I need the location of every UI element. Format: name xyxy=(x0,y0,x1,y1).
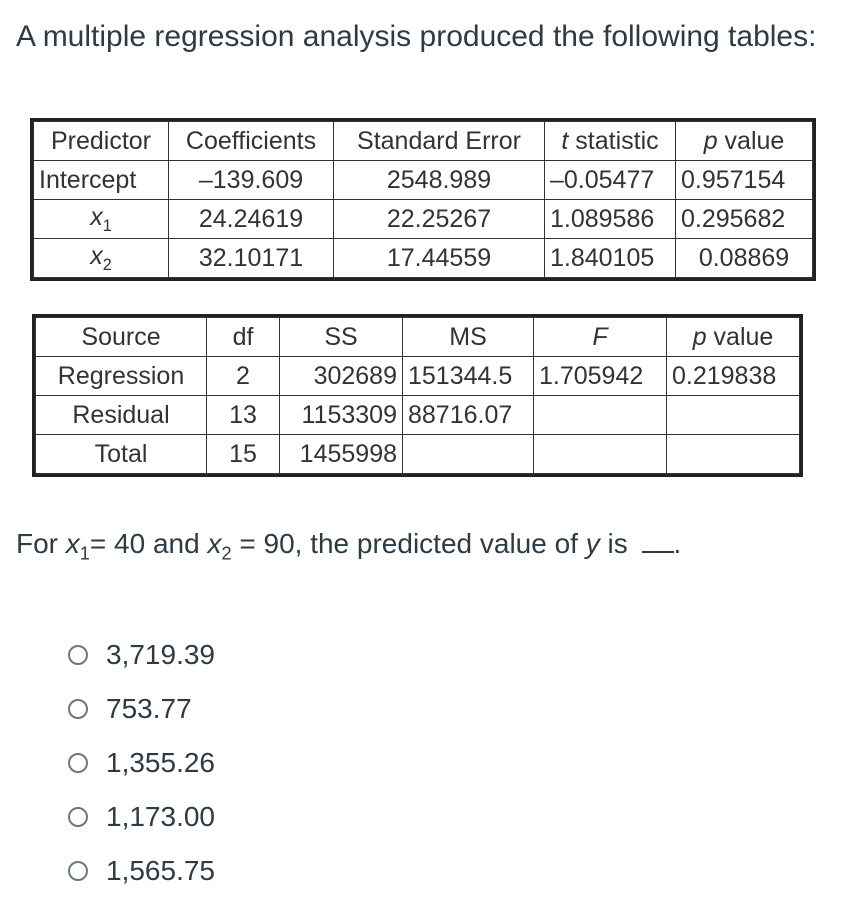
prompt-text: = 40 and xyxy=(89,528,208,559)
answer-option[interactable]: 1,565.75 xyxy=(68,844,215,898)
cell xyxy=(666,395,800,435)
table-row: Regression 2 302689 151344.5 1.705942 0.… xyxy=(35,356,800,396)
subscript: 2 xyxy=(102,255,112,274)
question-title: A multiple regression analysis produced … xyxy=(16,20,817,53)
table-row: Intercept –139.609 2548.989 –0.05477 0.9… xyxy=(33,160,813,200)
prompt-text: For xyxy=(16,528,66,559)
cell xyxy=(402,434,534,474)
cell: –0.05477 xyxy=(544,160,676,200)
prompt-text: . xyxy=(673,528,682,559)
cell: 22.25267 xyxy=(333,199,545,239)
cell: Regression xyxy=(35,356,207,396)
cell: 1.840105 xyxy=(544,238,676,278)
x-var: x xyxy=(90,202,103,231)
cell: 151344.5 xyxy=(402,356,534,396)
header-df: df xyxy=(206,317,280,357)
option-label[interactable]: 3,719.39 xyxy=(106,639,215,670)
radio-button[interactable] xyxy=(68,753,88,773)
radio-button[interactable] xyxy=(68,645,88,665)
cell: 0.219838 xyxy=(666,356,800,396)
cell xyxy=(533,434,667,474)
cell: 88716.07 xyxy=(402,395,534,435)
cell: 1153309 xyxy=(279,395,403,435)
header-source: Source xyxy=(35,317,207,357)
header-coefficients: Coefficients xyxy=(168,121,334,161)
radio-button[interactable] xyxy=(68,699,88,719)
answer-option[interactable]: 753.77 xyxy=(68,682,215,736)
table-header-row: Source df SS MS F p value xyxy=(35,317,800,357)
cell: 302689 xyxy=(279,356,403,396)
header-standard-error: Standard Error xyxy=(333,121,545,161)
table-row: Total 15 1455998 xyxy=(35,434,800,474)
header-p-value: p value xyxy=(675,121,813,161)
x-var: x xyxy=(90,241,103,270)
header-f: F xyxy=(533,317,667,357)
cell: Total xyxy=(35,434,207,474)
option-label[interactable]: 1,173.00 xyxy=(106,801,215,832)
subscript: 1 xyxy=(102,216,112,235)
prompt-text: is xyxy=(599,528,636,559)
cell: 24.24619 xyxy=(168,199,334,239)
table-row: x2 32.10171 17.44559 1.840105 0.08869 xyxy=(33,238,813,278)
answer-option[interactable]: 1,355.26 xyxy=(68,736,215,790)
answer-option[interactable]: 3,719.39 xyxy=(68,628,215,682)
question-prompt: For x1= 40 and x2 = 90, the predicted va… xyxy=(16,528,681,565)
option-label[interactable]: 1,565.75 xyxy=(106,855,215,886)
answer-options: 3,719.39 753.77 1,355.26 1,173.00 1,565.… xyxy=(68,628,215,898)
option-label[interactable]: 753.77 xyxy=(106,693,192,724)
radio-button[interactable] xyxy=(68,861,88,881)
cell: Intercept xyxy=(33,160,169,200)
cell: 2548.989 xyxy=(333,160,545,200)
cell: 13 xyxy=(206,395,280,435)
header-t-statistic: t statistic xyxy=(544,121,676,161)
table-header-row: Predictor Coefficients Standard Error t … xyxy=(33,121,813,161)
header-ss: SS xyxy=(279,317,403,357)
cell: 0.295682 xyxy=(675,199,813,239)
header-predictor: Predictor xyxy=(33,121,169,161)
table-row: x1 24.24619 22.25267 1.089586 0.295682 xyxy=(33,199,813,239)
cell: 0.957154 xyxy=(675,160,813,200)
radio-button[interactable] xyxy=(68,807,88,827)
cell: 1.705942 xyxy=(533,356,667,396)
answer-blank xyxy=(641,547,674,553)
cell: –139.609 xyxy=(168,160,334,200)
header-ms: MS xyxy=(402,317,534,357)
anova-table: Source df SS MS F p value Regression 2 3… xyxy=(32,314,803,477)
x2-var: x xyxy=(207,528,222,559)
header-p-value: p value xyxy=(666,317,800,357)
prompt-text: = 90, the predicted value of xyxy=(231,528,586,559)
answer-option[interactable]: 1,173.00 xyxy=(68,790,215,844)
cell xyxy=(533,395,667,435)
x1-var: x xyxy=(65,528,80,559)
option-label[interactable]: 1,355.26 xyxy=(106,747,215,778)
cell xyxy=(666,434,800,474)
cell: 15 xyxy=(206,434,280,474)
cell: 17.44559 xyxy=(333,238,545,278)
subscript: 2 xyxy=(221,543,232,564)
y-var: y xyxy=(585,528,600,559)
cell: 32.10171 xyxy=(168,238,334,278)
cell: 1.089586 xyxy=(544,199,676,239)
cell: Residual xyxy=(35,395,207,435)
table-row: Residual 13 1153309 88716.07 xyxy=(35,395,800,435)
cell-x1-label: x1 xyxy=(33,199,169,239)
coefficients-table: Predictor Coefficients Standard Error t … xyxy=(30,118,816,281)
cell: 1455998 xyxy=(279,434,403,474)
cell: 0.08869 xyxy=(675,238,813,278)
cell: 2 xyxy=(206,356,280,396)
subscript: 1 xyxy=(79,543,90,564)
cell-x2-label: x2 xyxy=(33,238,169,278)
